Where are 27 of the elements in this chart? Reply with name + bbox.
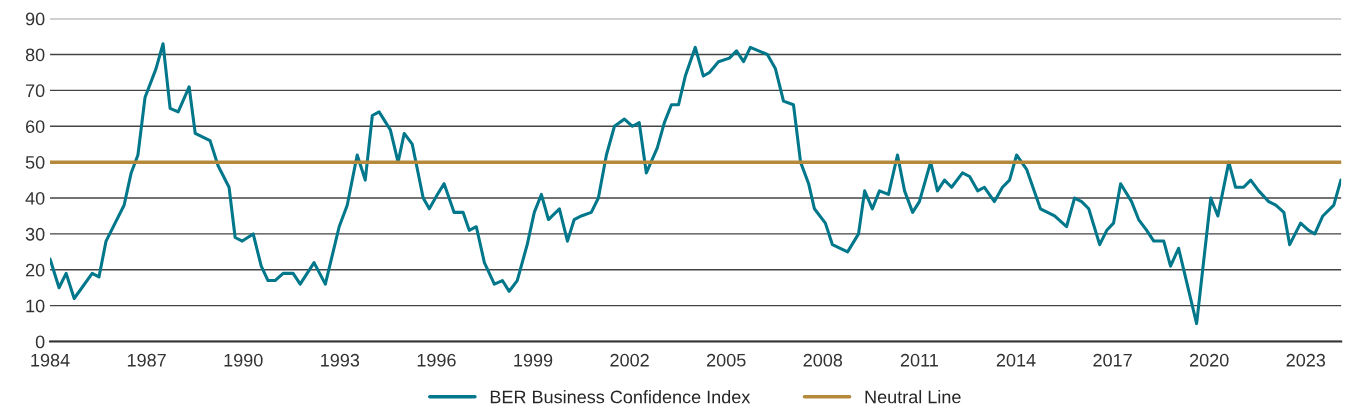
y-tick-label: 10 <box>26 299 45 313</box>
x-tick-label: 1996 <box>417 353 456 367</box>
x-tick-label: 2020 <box>1190 353 1229 367</box>
legend-label: BER Business Confidence Index <box>490 390 751 404</box>
legend-label: Neutral Line <box>865 390 961 404</box>
x-tick-label: 2017 <box>1093 353 1132 367</box>
y-tick-label: 0 <box>35 335 45 349</box>
y-tick-label: 60 <box>26 120 45 133</box>
x-tick-label: 1987 <box>127 353 166 367</box>
y-tick-label: 70 <box>26 84 45 98</box>
x-tick-label: 1993 <box>321 353 360 367</box>
y-tick-label: 80 <box>25 48 45 62</box>
x-tick-label: 1999 <box>514 353 553 367</box>
y-tick-label: 30 <box>25 227 45 241</box>
x-tick-label: 2005 <box>707 353 746 367</box>
x-tick-label: 2023 <box>1286 353 1326 367</box>
line-series <box>50 42 1342 326</box>
y-tick-label: 40 <box>25 191 45 205</box>
y-tick-label: 90 <box>25 12 45 26</box>
y-tick-label: 50 <box>25 156 45 169</box>
x-tick-label: 2011 <box>900 353 938 367</box>
x-tick-label: 1990 <box>224 353 263 367</box>
x-tick-label: 1984 <box>31 353 70 367</box>
x-tick-label: 2002 <box>610 353 649 367</box>
y-tick-label: 20 <box>25 263 45 277</box>
x-tick-label: 2008 <box>803 353 843 367</box>
x-tick-label: 2014 <box>996 353 1036 367</box>
